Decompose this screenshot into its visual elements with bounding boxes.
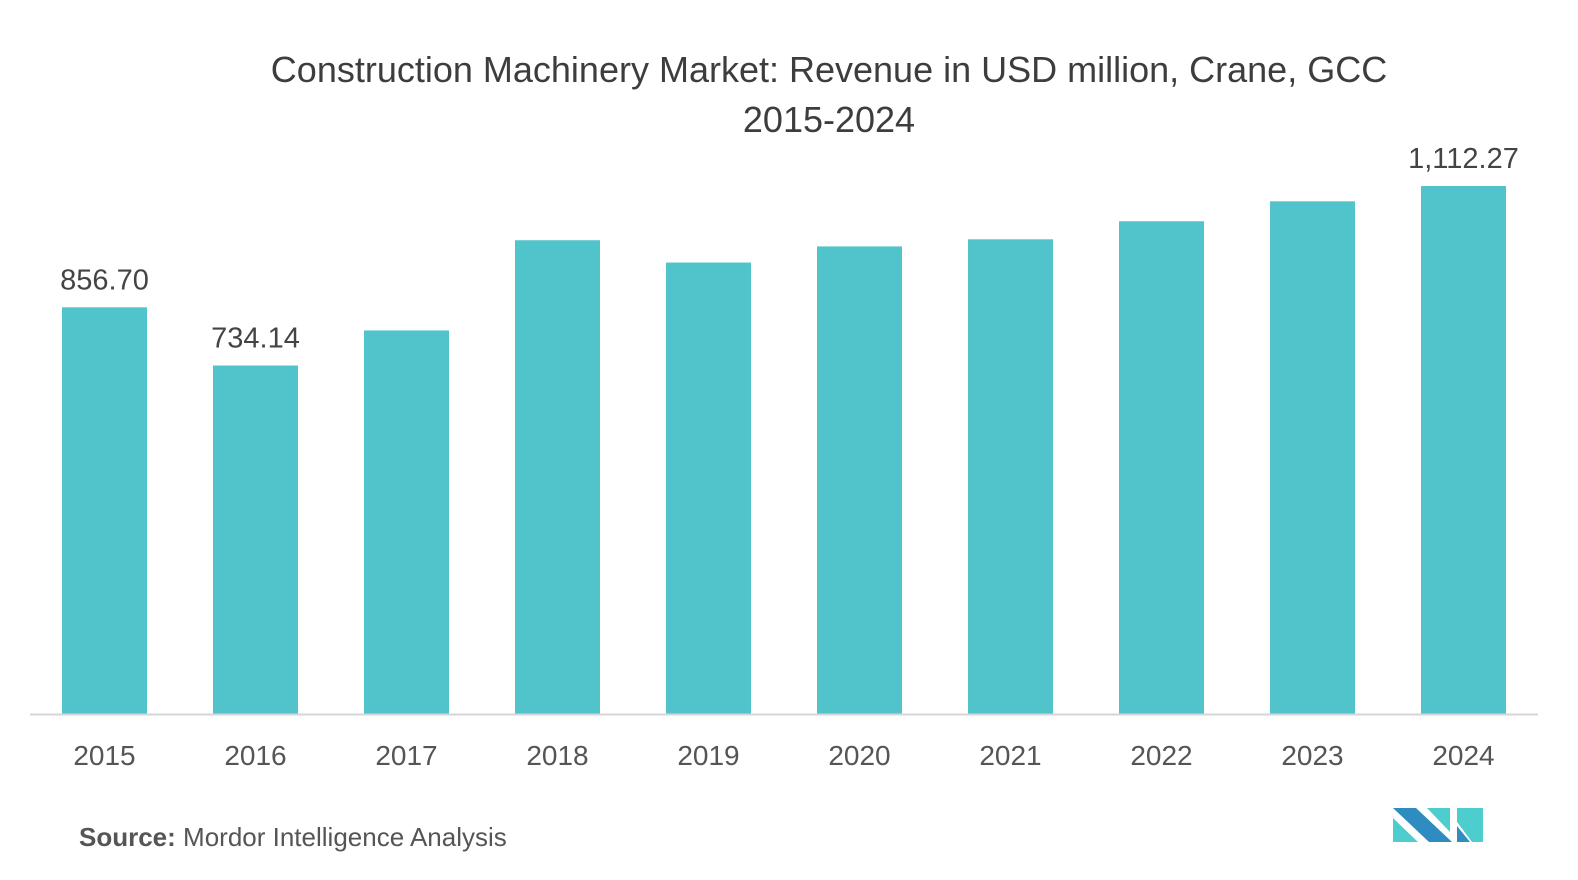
bar-2017 — [364, 330, 449, 714]
x-tick-label: 2017 — [375, 740, 437, 771]
source-text: Mordor Intelligence Analysis — [183, 822, 507, 852]
bar-2021 — [968, 239, 1053, 715]
x-tick-label: 2022 — [1130, 740, 1192, 771]
x-tick-label: 2021 — [979, 740, 1041, 771]
bar-2022 — [1119, 221, 1204, 714]
x-tick-label: 2015 — [73, 740, 135, 771]
x-tick-label: 2024 — [1432, 740, 1494, 771]
x-tick-label: 2016 — [224, 740, 286, 771]
data-label: 856.70 — [60, 264, 149, 296]
bar-2016 — [213, 365, 298, 714]
source-label: Source: — [79, 822, 176, 852]
x-tick-label: 2018 — [526, 740, 588, 771]
chart-title: Construction Machinery Market: Revenue i… — [270, 49, 1388, 90]
bar-2019 — [666, 262, 751, 714]
bar-2018 — [515, 240, 600, 715]
bar-2023 — [1270, 201, 1355, 714]
bar-2015 — [62, 307, 147, 714]
source-note: Source: Mordor Intelligence Analysis — [79, 822, 507, 853]
x-tick-label: 2023 — [1281, 740, 1343, 771]
chart-subtitle: 2015-2024 — [742, 99, 916, 140]
bar-2020 — [817, 246, 902, 714]
data-label: 1,112.27 — [1408, 143, 1519, 175]
x-tick-label: 2020 — [828, 740, 890, 771]
bar-2024 — [1421, 186, 1506, 714]
data-label: 734.14 — [211, 323, 300, 355]
x-tick-label: 2019 — [677, 740, 739, 771]
